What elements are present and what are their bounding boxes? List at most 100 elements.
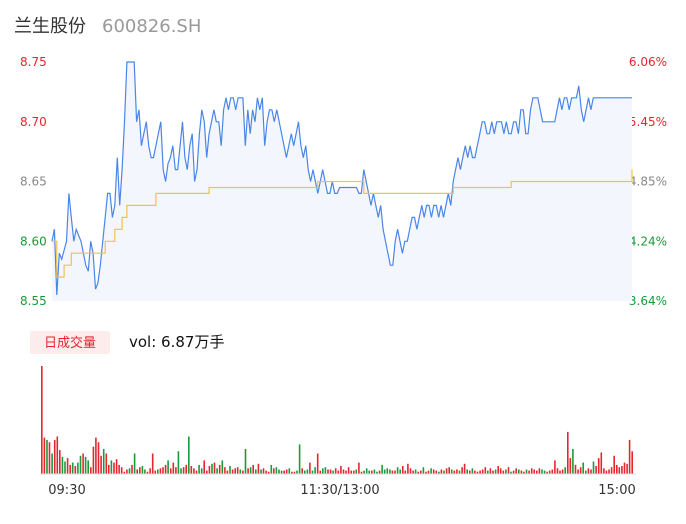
volume-bar: [440, 469, 443, 474]
volume-bar: [559, 470, 561, 474]
volume-bar: [278, 469, 280, 474]
volume-bar: [471, 468, 474, 474]
volume-bar: [623, 462, 626, 474]
volume-bar: [590, 469, 592, 474]
volume-bar: [616, 464, 618, 474]
x-tick-label: 15:00: [598, 483, 635, 498]
volume-bar: [267, 471, 270, 474]
volume-bar: [456, 469, 458, 474]
x-tick-label: 09:30: [48, 483, 85, 498]
volume-bar: [340, 466, 342, 474]
volume-bar: [123, 471, 126, 474]
volume-bar: [102, 449, 105, 474]
volume-bar: [190, 466, 193, 474]
volume-bar: [631, 451, 633, 474]
volume-bar: [345, 470, 347, 474]
volume-bar: [425, 471, 427, 474]
volume-bar: [146, 471, 149, 474]
volume-bar: [466, 469, 468, 474]
volume-bar: [291, 471, 293, 474]
volume-bar: [561, 469, 564, 474]
volume-bar: [231, 469, 234, 474]
volume-bar: [43, 437, 46, 474]
volume-bar: [487, 470, 489, 474]
volume-bar: [567, 431, 569, 474]
volume-bar: [224, 467, 226, 474]
volume-bar: [430, 468, 432, 474]
volume-bar: [394, 470, 396, 474]
volume-bar: [213, 462, 216, 474]
volume-bar: [159, 468, 162, 474]
volume-bar: [167, 460, 169, 474]
volume-bar: [603, 468, 605, 474]
volume-bar: [203, 460, 205, 474]
volume-bar: [51, 453, 53, 474]
y-left-tick-label: 8.65: [20, 175, 47, 189]
volume-bar: [543, 470, 546, 474]
volume-bar: [515, 468, 517, 474]
volume-bar: [242, 470, 244, 474]
volume-bar: [108, 464, 110, 474]
volume-bar: [46, 439, 48, 474]
volume-bar: [298, 444, 301, 474]
volume-bar: [383, 469, 386, 474]
volume-bar: [597, 458, 600, 474]
volume-bar: [84, 456, 87, 474]
volume-bar: [131, 464, 133, 474]
stock-code: 600826.SH: [102, 16, 201, 37]
volume-bar: [409, 468, 412, 474]
volume-bar: [376, 471, 378, 474]
volume-bar: [301, 468, 303, 474]
volume-bar: [360, 471, 363, 474]
volume-bar: [613, 455, 615, 474]
volume-bar: [494, 469, 497, 474]
volume-bar: [499, 468, 502, 474]
volume-bar: [481, 469, 484, 474]
volume-bar: [427, 470, 430, 474]
volume-bar: [74, 466, 77, 474]
volume-badge: [30, 331, 110, 354]
volume-bar: [151, 453, 154, 474]
volume-bar: [136, 469, 138, 474]
volume-bar: [463, 463, 466, 474]
volume-bar: [280, 470, 283, 474]
volume-bar: [92, 446, 95, 474]
volume-bar: [128, 468, 131, 474]
volume-bar: [56, 436, 59, 474]
volume-bar: [283, 470, 285, 474]
volume-bar: [162, 467, 164, 474]
volume-bar: [347, 467, 350, 474]
volume-bar: [247, 468, 249, 474]
volume-bar: [239, 469, 242, 474]
volume-bar: [311, 470, 314, 474]
volume-bar: [592, 461, 595, 474]
volume-bars: [41, 366, 633, 474]
volume-bar: [458, 470, 461, 474]
volume-bar: [260, 469, 262, 474]
volume-bar: [381, 464, 383, 474]
y-right-tick-label: 3.64%: [629, 294, 667, 308]
volume-bar: [461, 467, 463, 474]
volume-bar: [402, 466, 404, 474]
volume-bar: [396, 467, 399, 474]
volume-bar: [378, 470, 381, 474]
volume-bar: [177, 451, 180, 474]
volume-bar: [66, 458, 69, 474]
y-axis-left: 8.75 8.70 8.65 8.60 8.55: [20, 55, 47, 308]
volume-bar: [579, 467, 582, 474]
volume-bar: [438, 471, 440, 474]
volume-bar: [244, 449, 247, 474]
volume-bar: [193, 468, 195, 474]
volume-bar: [262, 468, 265, 474]
volume-bar: [610, 467, 613, 474]
volume-bar: [97, 442, 100, 474]
volume-bar: [229, 466, 231, 474]
volume-bar: [221, 460, 224, 474]
x-axis-labels: 09:30 11:30/13:00 15:00: [48, 483, 635, 498]
volume-bar: [144, 469, 146, 474]
volume-bar: [518, 469, 520, 474]
volume-bar: [391, 470, 394, 474]
volume-bar: [350, 470, 352, 474]
volume-bar: [536, 470, 538, 474]
